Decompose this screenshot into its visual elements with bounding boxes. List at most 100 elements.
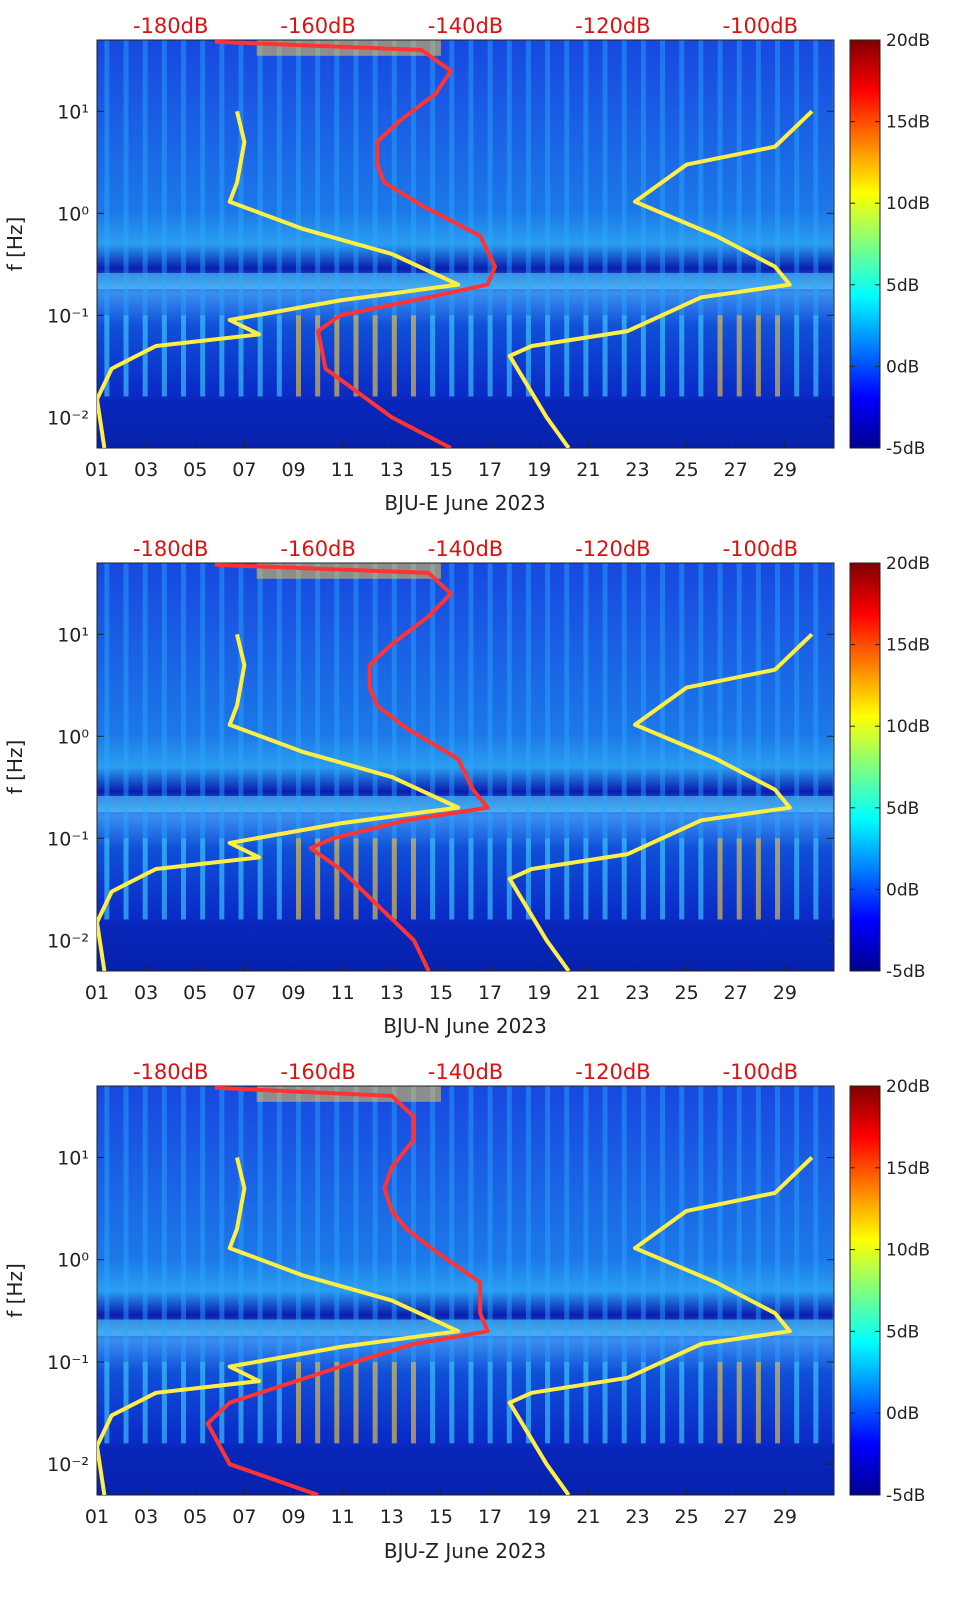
- event-streak: [219, 40, 225, 316]
- event-streak: [123, 838, 129, 920]
- event-streak: [104, 1361, 110, 1444]
- top-axis-tick-label: -140dB: [428, 537, 503, 561]
- event-streak: [832, 838, 834, 920]
- event-streak: [487, 563, 493, 839]
- event-streak: [295, 40, 301, 316]
- yellow-noise-model-curve: [507, 1156, 814, 1495]
- colorbar-tick-label: 10dB: [886, 717, 930, 737]
- event-streak: [602, 315, 608, 397]
- top-axis-tick-label: -180dB: [133, 14, 208, 38]
- top-axis-tick-label: -120dB: [575, 1060, 650, 1084]
- event-streak: [372, 315, 378, 397]
- event-streak: [583, 1086, 589, 1362]
- event-streak: [410, 1361, 416, 1444]
- colorbar-gradient: [849, 1085, 881, 1496]
- event-streak: [832, 315, 834, 397]
- event-streak: [276, 40, 282, 316]
- event-streak: [736, 1361, 742, 1444]
- x-tick-label: 19: [527, 459, 551, 481]
- event-streak: [640, 1086, 646, 1362]
- event-streak: [717, 1086, 723, 1362]
- event-streak: [525, 1086, 531, 1362]
- event-streak: [295, 563, 301, 839]
- x-tick-label: 19: [527, 982, 551, 1004]
- event-streak: [545, 1361, 551, 1444]
- event-streak: [775, 563, 781, 839]
- event-streak: [295, 1086, 301, 1362]
- x-tick-label: 23: [625, 982, 649, 1004]
- event-streak: [410, 1086, 416, 1362]
- event-streak: [104, 563, 110, 839]
- curve-layer: [97, 1086, 814, 1495]
- x-tick-label: 25: [675, 982, 699, 1004]
- colorbar-tick-label: 5dB: [886, 1322, 919, 1342]
- event-streak: [755, 315, 761, 397]
- event-streak: [161, 838, 167, 920]
- spectrogram-background: [97, 40, 834, 448]
- event-streak: [276, 315, 282, 397]
- event-streak: [181, 40, 187, 316]
- event-streak: [200, 838, 206, 920]
- event-streak: [161, 1086, 167, 1362]
- event-streak: [295, 1361, 301, 1444]
- event-streak: [468, 1361, 474, 1444]
- event-streak: [468, 1086, 474, 1362]
- x-tick-label: 27: [724, 1506, 748, 1528]
- x-tick-label: 11: [331, 982, 355, 1004]
- colorbar-tick-label: 5dB: [886, 276, 919, 296]
- event-streak: [391, 1086, 397, 1362]
- event-streak: [564, 315, 570, 397]
- event-streak: [104, 838, 110, 920]
- event-streak: [257, 315, 263, 397]
- colorbar-tick-label: 20dB: [886, 554, 930, 574]
- y-tick-label: 10⁰: [57, 1250, 89, 1272]
- event-streak: [449, 563, 455, 839]
- event-streak: [449, 315, 455, 397]
- event-streak: [276, 1086, 282, 1362]
- event-streak: [794, 1361, 800, 1444]
- event-streak: [775, 40, 781, 316]
- x-tick-label: 07: [232, 982, 256, 1004]
- colorbar-tick-label: -5dB: [886, 962, 925, 982]
- event-streak: [104, 40, 110, 316]
- event-streak: [640, 563, 646, 839]
- event-streak: [717, 1361, 723, 1444]
- colorbar-tick-label: -5dB: [886, 439, 925, 459]
- x-axis-label: BJU-Z June 2023: [384, 1539, 546, 1563]
- event-streak: [525, 838, 531, 920]
- x-tick-label: 25: [675, 459, 699, 481]
- y-tick-label: 10⁻¹: [47, 828, 89, 850]
- event-streak: [161, 315, 167, 397]
- event-streak: [123, 1086, 129, 1362]
- event-streak: [257, 1086, 263, 1362]
- x-tick-label: 01: [85, 982, 109, 1004]
- y-tick-label: 10⁰: [57, 203, 89, 225]
- x-tick-label: 21: [576, 982, 600, 1004]
- top-axis-tick-label: -120dB: [575, 537, 650, 561]
- curve-layer: [97, 563, 814, 971]
- event-streak: [813, 838, 819, 920]
- event-streak: [525, 40, 531, 316]
- event-streak: [660, 838, 666, 920]
- spectrogram-panel: 01 03 05 07 09 11 13 15 17 19 21 23 25 27 29 BJU-Z June…: [3, 1060, 930, 1563]
- yellow-noise-model-curve: [97, 110, 461, 448]
- event-streak: [736, 563, 742, 839]
- colorbar-tick-label: -5dB: [886, 1486, 925, 1506]
- event-streak: [315, 1086, 321, 1362]
- event-streak: [123, 315, 129, 397]
- event-streak: [315, 315, 321, 397]
- event-streak: [276, 1361, 282, 1444]
- event-streak: [161, 40, 167, 316]
- x-tick-label: 07: [232, 1506, 256, 1528]
- event-streak: [525, 315, 531, 397]
- event-streak: [257, 838, 263, 920]
- event-streak: [430, 563, 436, 839]
- event-streak: [660, 40, 666, 316]
- event-streak: [238, 40, 244, 316]
- event-streak: [238, 563, 244, 839]
- event-streak: [238, 1361, 244, 1444]
- x-tick-label: 17: [478, 1506, 502, 1528]
- event-streak: [775, 838, 781, 920]
- event-streak: [679, 838, 685, 920]
